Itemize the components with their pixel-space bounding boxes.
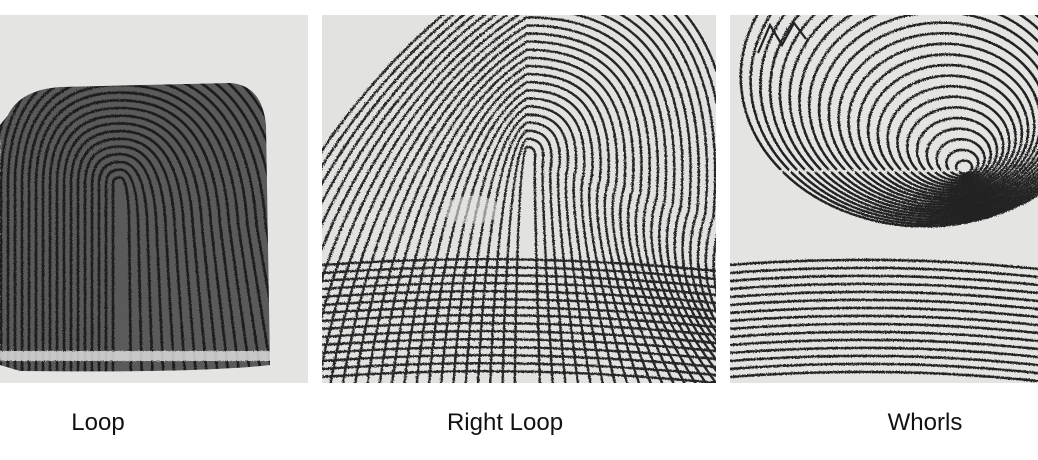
whorls-caption: Whorls [830, 408, 1020, 438]
right-loop-fingerprint-graphic [322, 15, 716, 383]
whorl-fingerprint-graphic [730, 15, 1038, 383]
right-loop-caption: Right Loop [405, 408, 605, 438]
loop-fingerprint-graphic [0, 15, 308, 383]
loop-fingerprint-image [0, 15, 308, 383]
loop-caption: Loop [0, 408, 196, 438]
right-loop-fingerprint-image [322, 15, 716, 383]
whorl-fingerprint-image [730, 15, 1038, 383]
